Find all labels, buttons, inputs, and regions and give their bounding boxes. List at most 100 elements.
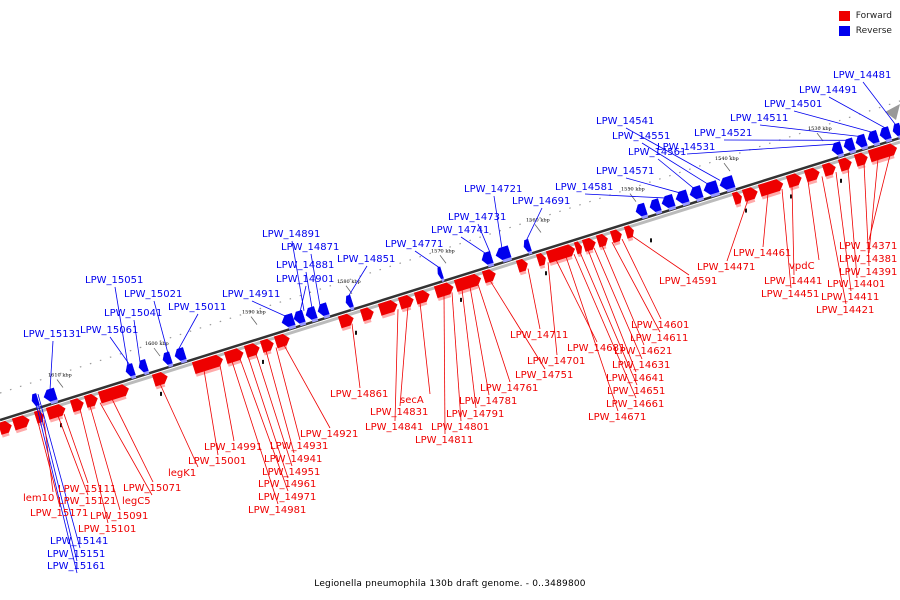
forward-gene-label[interactable]: LPW_14471 <box>697 262 755 273</box>
reverse-gene-label[interactable]: LPW_14911 <box>222 289 280 300</box>
reverse-gene-label[interactable]: LPW_14481 <box>833 70 891 81</box>
forward-gene-label[interactable]: LPW_14991 <box>204 442 262 453</box>
forward-gene-label[interactable]: LPW_14641 <box>606 373 664 384</box>
reverse-gene-2-shade <box>873 141 881 147</box>
forward-gene-label[interactable]: LPW_14921 <box>300 429 358 440</box>
forward-gene-label[interactable]: LPW_14451 <box>761 289 819 300</box>
forward-gene-label[interactable]: vpdC <box>789 261 815 272</box>
forward-gene-label[interactable]: LPW_14791 <box>446 409 504 420</box>
forward-gene-label[interactable]: LPW_14461 <box>733 248 791 259</box>
forward-gene-label[interactable]: LPW_15001 <box>188 456 246 467</box>
forward-gene-label[interactable]: LPW_14711 <box>510 330 568 341</box>
forward-gene-label[interactable]: lem10 <box>23 493 54 504</box>
reverse-gene-label[interactable]: LPW_14531 <box>657 142 715 153</box>
forward-gene-label[interactable]: LPW_14931 <box>270 441 328 452</box>
forward-gene-15 <box>535 252 546 270</box>
reverse-gene-label[interactable]: LPW_14731 <box>448 212 506 223</box>
reverse-gene-label[interactable]: LPW_14501 <box>764 99 822 110</box>
forward-gene-label[interactable]: LPW_14631 <box>612 360 670 371</box>
forward-gene-label[interactable]: legC5 <box>122 496 151 507</box>
forward-gene-label[interactable]: LPW_15171 <box>30 508 88 519</box>
forward-gene-label[interactable]: LPW_14761 <box>480 383 538 394</box>
forward-gene-label[interactable]: LPW_14371 <box>839 241 897 252</box>
forward-gene-27 <box>243 343 260 361</box>
reverse-gene-26-shade <box>50 399 59 405</box>
reverse-gene-label[interactable]: LPW_15061 <box>80 325 138 336</box>
reverse-gene-label[interactable]: LPW_15131 <box>23 329 81 340</box>
reverse-gene-label[interactable]: LPW_14771 <box>385 239 443 250</box>
forward-gene-label[interactable]: LPW_14681 <box>567 343 625 354</box>
forward-gene-label[interactable]: LPW_14801 <box>431 422 489 433</box>
forward-gene-label[interactable]: LPW_14441 <box>764 276 822 287</box>
leader-line <box>525 207 543 242</box>
forward-gene-label[interactable]: LPW_15121 <box>58 496 116 507</box>
reverse-gene-3-shade <box>861 145 869 151</box>
forward-gene-label[interactable]: LPW_14591 <box>659 276 717 287</box>
forward-gene-label[interactable]: LPW_14651 <box>607 386 665 397</box>
reverse-gene-label[interactable]: LPW_15021 <box>124 289 182 300</box>
reverse-gene-20-shade <box>299 321 307 327</box>
forward-gene-label[interactable]: LPW_14671 <box>588 412 646 423</box>
leader-line <box>239 358 289 492</box>
reverse-gene-label[interactable]: LPW_14891 <box>262 229 320 240</box>
reverse-gene-label[interactable]: LPW_14571 <box>596 166 654 177</box>
forward-gene-label[interactable]: LPW_14971 <box>258 492 316 503</box>
forward-gene-label[interactable]: LPW_15111 <box>58 484 116 495</box>
forward-gene-label[interactable]: LPW_14861 <box>330 389 388 400</box>
reverse-gene-label[interactable]: LPW_14851 <box>337 254 395 265</box>
reverse-gene-label[interactable]: LPW_15161 <box>47 561 105 572</box>
forward-gene-label[interactable]: LPW_14701 <box>527 356 585 367</box>
leader-line <box>37 393 81 549</box>
forward-gene-label[interactable]: secA <box>400 395 424 406</box>
forward-gene-36-body <box>11 415 30 431</box>
forward-gene-label[interactable]: LPW_15101 <box>78 524 136 535</box>
reverse-gene-label[interactable]: LPW_14511 <box>730 113 788 124</box>
reverse-gene-label[interactable]: LPW_15141 <box>50 536 108 547</box>
gene-labels[interactable]: LPW_14481 LPW_14491 LPW_14501 LPW_14511 LPW_… <box>23 70 897 572</box>
forward-gene-label[interactable]: LPW_14381 <box>839 254 897 265</box>
reverse-gene-label[interactable]: LPW_14521 <box>694 128 752 139</box>
forward-gene-label[interactable]: LPW_14391 <box>839 267 897 278</box>
reverse-gene-label[interactable]: LPW_15051 <box>85 275 143 286</box>
forward-gene-label[interactable]: LPW_14841 <box>365 422 423 433</box>
forward-gene-label[interactable]: LPW_14621 <box>614 346 672 357</box>
leader-line <box>868 155 891 241</box>
reverse-gene-label[interactable]: LPW_14721 <box>464 184 522 195</box>
forward-gene-label[interactable]: LPW_14981 <box>248 505 306 516</box>
leader-line <box>584 193 665 199</box>
forward-gene-label[interactable]: legK1 <box>168 468 196 479</box>
forward-gene-label[interactable]: LPW_14421 <box>816 305 874 316</box>
forward-gene-label[interactable]: LPW_14411 <box>821 292 879 303</box>
reverse-gene-label[interactable]: LPW_14741 <box>431 225 489 236</box>
forward-gene-label[interactable]: LPW_15091 <box>90 511 148 522</box>
reverse-gene-label[interactable]: LPW_14491 <box>799 85 857 96</box>
forward-gene-label[interactable]: LPW_14611 <box>630 333 688 344</box>
reverse-gene-label[interactable]: LPW_14691 <box>512 196 570 207</box>
reverse-gene-label[interactable]: LPW_14881 <box>276 260 334 271</box>
forward-gene-label[interactable]: LPW_14811 <box>415 435 473 446</box>
reverse-gene-label[interactable]: LPW_14581 <box>555 182 613 193</box>
reverse-gene-label[interactable]: LPW_15151 <box>47 549 105 560</box>
forward-gene-label[interactable]: LPW_14941 <box>264 454 322 465</box>
forward-gene-label[interactable]: LPW_14751 <box>515 370 573 381</box>
forward-gene-17 <box>481 269 496 286</box>
leader-line <box>762 193 769 248</box>
reverse-gene-label[interactable]: LPW_14901 <box>276 274 334 285</box>
forward-gene-label[interactable]: LPW_14961 <box>258 479 316 490</box>
reverse-gene-label[interactable]: LPW_14871 <box>281 242 339 253</box>
forward-gene-label[interactable]: LPW_14781 <box>459 396 517 407</box>
forward-gene-label[interactable]: LPW_14661 <box>606 399 664 410</box>
forward-gene-label[interactable]: LPW_14831 <box>370 407 428 418</box>
forward-gene-label[interactable]: LPW_15071 <box>123 483 181 494</box>
reverse-gene-label[interactable]: LPW_14561 <box>628 147 686 158</box>
reverse-gene-label[interactable]: LPW_15011 <box>168 302 226 313</box>
forward-gene-label[interactable]: LPW_14951 <box>262 467 320 478</box>
leader-line <box>868 158 879 254</box>
reverse-gene-label[interactable]: LPW_15041 <box>104 308 162 319</box>
forward-gene-label[interactable]: LPW_14401 <box>827 279 885 290</box>
reverse-gene-0-shade <box>897 134 900 139</box>
forward-gene-label[interactable]: LPW_14601 <box>631 320 689 331</box>
leader-line <box>593 247 643 360</box>
reverse-gene-label[interactable]: LPW_14541 <box>596 116 654 127</box>
reverse-gene-label[interactable]: LPW_14551 <box>612 131 670 142</box>
